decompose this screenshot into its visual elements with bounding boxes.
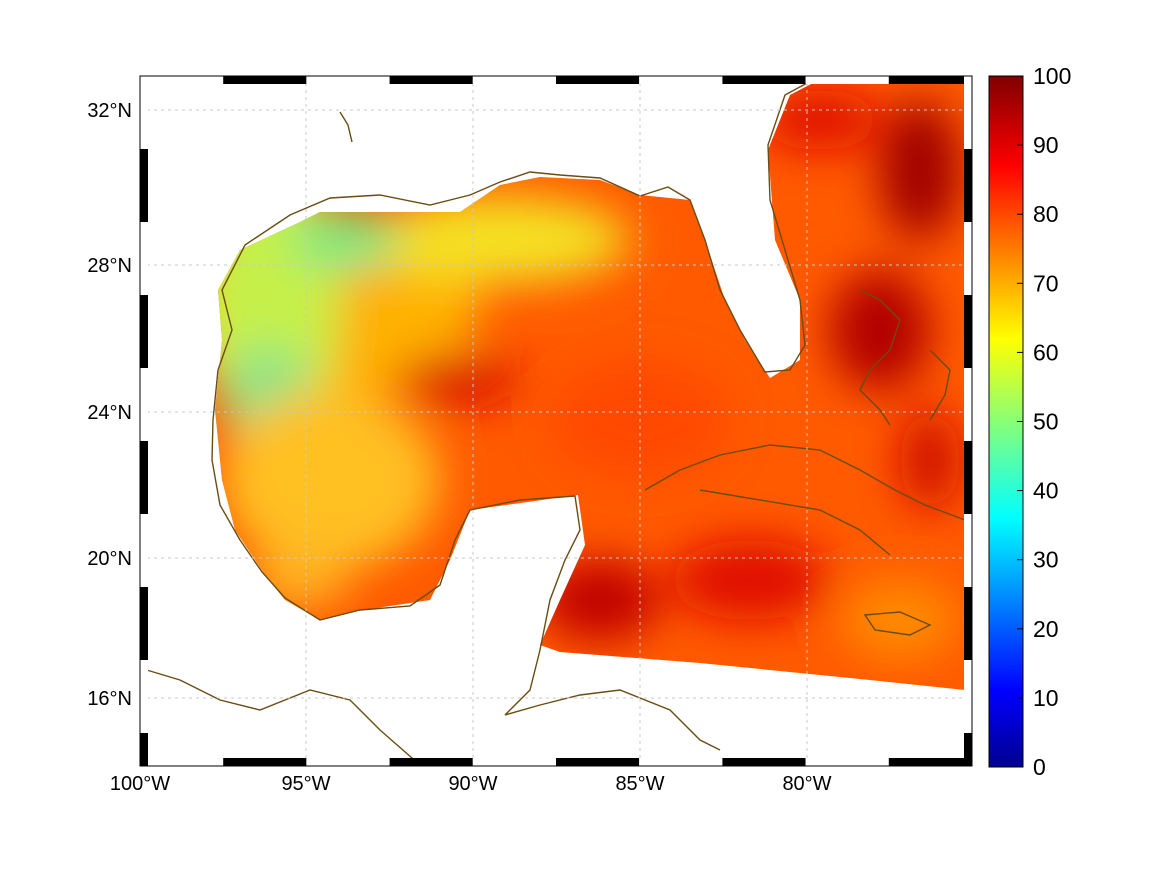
- frame-segment: [140, 76, 224, 84]
- lat-label-28: 28°N: [87, 255, 132, 277]
- frame-segment: [556, 76, 640, 84]
- lat-label-16: 16°N: [87, 688, 132, 710]
- latitude-labels: 32°N 28°N 24°N 20°N 16°N: [87, 100, 132, 710]
- frame-outline: [139, 75, 973, 767]
- gridlines: [140, 76, 972, 766]
- frame-segment: [805, 758, 889, 766]
- frame-segment: [140, 514, 148, 587]
- frame-segment: [722, 76, 806, 84]
- colorbar-tick-label: 100: [1033, 63, 1071, 89]
- frame-segment: [888, 758, 972, 766]
- lat-label-24: 24°N: [87, 402, 132, 424]
- frame-segment: [140, 660, 148, 733]
- colorbar-tick-label: 80: [1033, 201, 1059, 227]
- frame-segment: [964, 149, 972, 222]
- frame-segment: [964, 514, 972, 587]
- lon-label-80w: 80°W: [782, 773, 831, 795]
- lon-label-100w: 100°W: [110, 773, 170, 795]
- colorbar-tick-label: 0: [1033, 754, 1046, 780]
- frame-segment: [140, 76, 148, 149]
- lat-label-32: 32°N: [87, 100, 132, 122]
- frame-segment: [140, 587, 148, 660]
- frame-segment: [964, 76, 972, 149]
- map-frame: [139, 75, 973, 767]
- coastlines: [139, 75, 966, 766]
- lon-label-90w: 90°W: [448, 773, 497, 795]
- frame-segment: [805, 76, 889, 84]
- colorbar-tick-label: 60: [1033, 339, 1059, 365]
- frame-segment: [964, 587, 972, 660]
- frame-segment: [140, 149, 148, 222]
- frame-segment: [888, 76, 972, 84]
- frame-segment: [140, 758, 224, 766]
- frame-segment: [223, 758, 307, 766]
- frame-segment: [223, 76, 307, 84]
- frame-segment: [140, 222, 148, 295]
- frame-segment: [140, 441, 148, 514]
- colorbar-tick-label: 30: [1033, 547, 1059, 573]
- frame-segment: [306, 76, 390, 84]
- sst-field: [215, 82, 965, 690]
- lon-label-85w: 85°W: [615, 773, 664, 795]
- frame-segment: [556, 758, 640, 766]
- lon-label-95w: 95°W: [281, 773, 330, 795]
- frame-segment: [140, 295, 148, 368]
- frame-segment: [964, 295, 972, 368]
- frame-segment: [639, 758, 723, 766]
- colorbar-tick-label: 50: [1033, 409, 1059, 435]
- frame-segment: [964, 660, 972, 733]
- frame-segment: [389, 758, 473, 766]
- frame-segment: [472, 758, 556, 766]
- frame-segment: [722, 758, 806, 766]
- frame-segment: [964, 222, 972, 295]
- frame-segment: [306, 758, 390, 766]
- frame-segment: [472, 76, 556, 84]
- frame-segment: [639, 76, 723, 84]
- frame-segment: [140, 733, 148, 766]
- frame-segment: [389, 76, 473, 84]
- colorbar-tick-label: 20: [1033, 616, 1059, 642]
- frame-segment: [964, 368, 972, 441]
- lat-label-20: 20°N: [87, 548, 132, 570]
- colorbar-tick-label: 90: [1033, 132, 1059, 158]
- longitude-labels: 100°W 95°W 90°W 85°W 80°W: [110, 773, 832, 795]
- colorbar-tick-label: 40: [1033, 478, 1059, 504]
- frame-segment: [964, 441, 972, 514]
- frame-segment: [140, 368, 148, 441]
- colorbar-tick-label: 70: [1033, 270, 1059, 296]
- frame-segment: [964, 733, 972, 766]
- colorbar-tick-label: 10: [1033, 685, 1059, 711]
